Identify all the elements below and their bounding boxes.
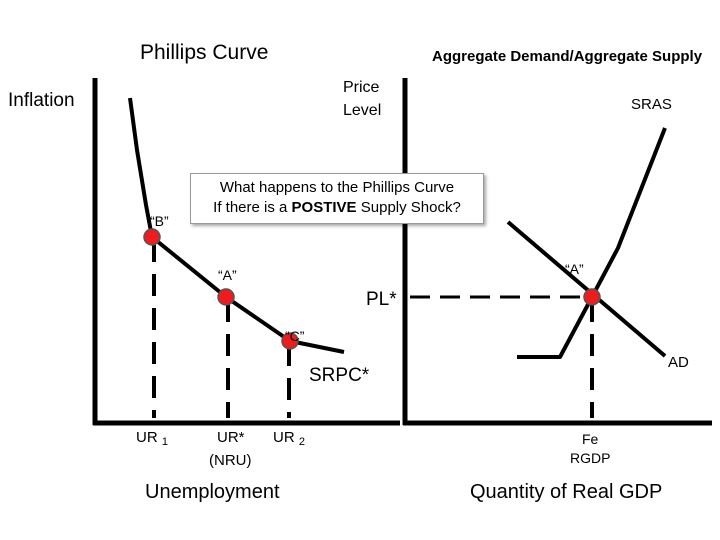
adas-y-label-line2: Level bbox=[343, 102, 382, 119]
question-callout: What happens to the Phillips Curve If th… bbox=[190, 173, 484, 224]
phillips-point-b bbox=[143, 228, 161, 246]
nru-label: (NRU) bbox=[209, 452, 252, 469]
question-bold-word: POSTIVE bbox=[291, 199, 357, 217]
adas-title: Aggregate Demand/Aggregate Supply bbox=[432, 48, 703, 65]
question-line-2: If there is a POSTIVE Supply Shock? bbox=[197, 198, 477, 218]
pl-star-label: PL* bbox=[366, 289, 397, 310]
ur1-tick-label: UR 1 bbox=[136, 430, 168, 449]
ur2-text: UR bbox=[273, 429, 295, 446]
ur2-subscript: 2 bbox=[298, 436, 305, 448]
ad-label: AD bbox=[668, 354, 689, 371]
point-b-label: “B” bbox=[150, 213, 169, 229]
phillips-title: Phillips Curve bbox=[140, 41, 269, 64]
adas-point-a-label: “A” bbox=[565, 261, 584, 277]
point-a-label: “A” bbox=[218, 267, 237, 283]
fe-label: Fe bbox=[582, 431, 599, 447]
ur1-text: UR bbox=[136, 429, 158, 446]
adas-point-a bbox=[583, 288, 601, 306]
adas-x-axis-label: Quantity of Real GDP bbox=[470, 481, 663, 503]
ur1-subscript: 1 bbox=[161, 436, 168, 448]
point-c-label: “C” bbox=[285, 328, 305, 344]
phillips-x-axis-label: Unemployment bbox=[145, 481, 280, 503]
question-line-2-end: Supply Shock? bbox=[360, 199, 461, 217]
question-line-1: What happens to the Phillips Curve bbox=[219, 179, 455, 196]
phillips-y-axis-label: Inflation bbox=[8, 90, 75, 111]
ad-curve bbox=[506, 220, 667, 358]
sras-curve bbox=[517, 127, 667, 359]
srpc-label: SRPC* bbox=[309, 365, 370, 386]
adas-y-label-line1: Price bbox=[343, 79, 380, 96]
question-line-2-start: If there is a bbox=[213, 199, 288, 217]
sras-label: SRAS bbox=[631, 96, 672, 113]
urstar-tick-label: UR* bbox=[217, 429, 245, 446]
rgdp-label: RGDP bbox=[570, 450, 611, 466]
ur2-tick-label: UR 2 bbox=[273, 430, 305, 449]
phillips-point-c bbox=[281, 332, 299, 350]
phillips-point-a bbox=[217, 288, 235, 306]
